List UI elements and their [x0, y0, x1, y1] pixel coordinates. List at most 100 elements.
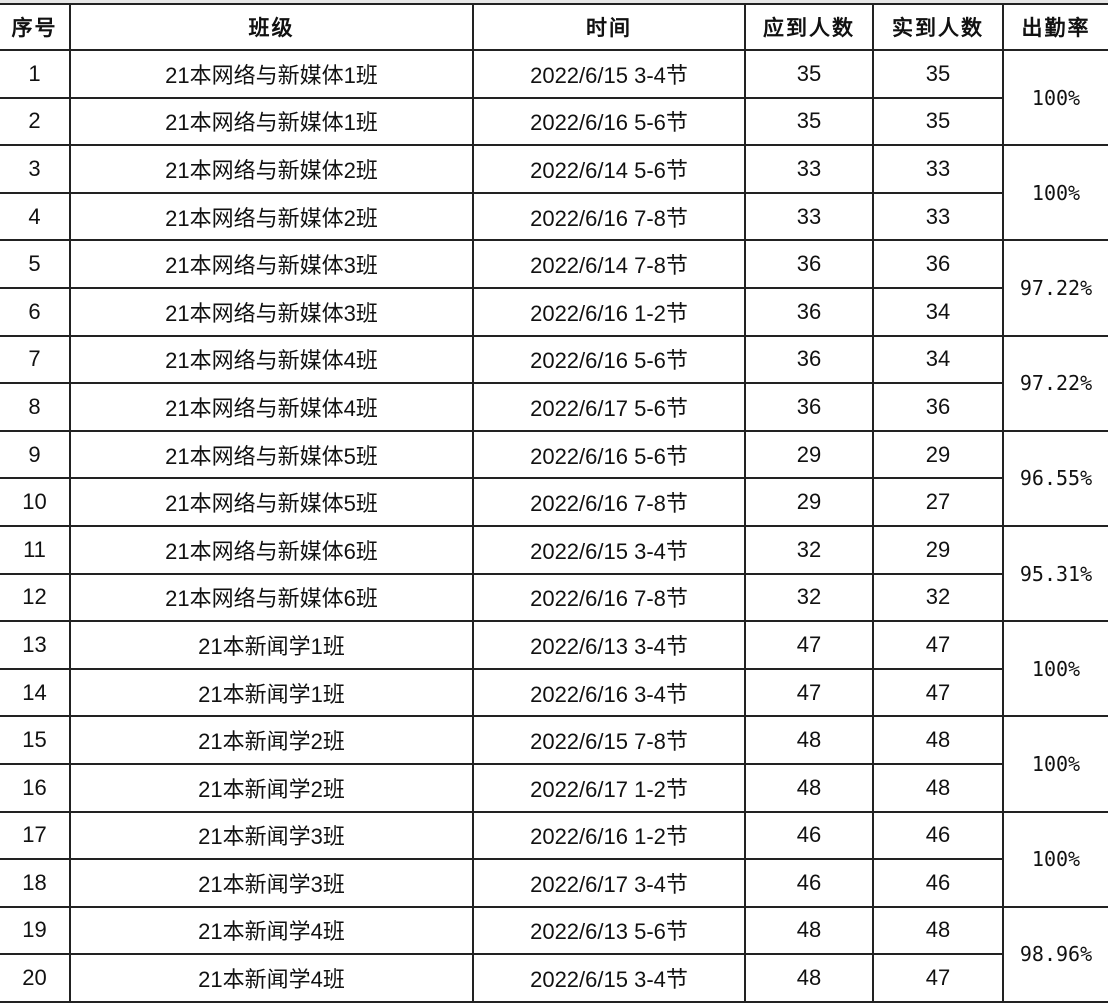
cell-time: 2022/6/13 3-4节: [472, 620, 746, 670]
cell-rate: 100%: [1002, 810, 1108, 908]
cell-time: 2022/6/17 3-4节: [472, 858, 746, 908]
cell-expected: 32: [744, 572, 874, 623]
cell-time: 2022/6/15 3-4节: [472, 524, 746, 575]
cell-rate: 100%: [1002, 48, 1108, 147]
cell-time: 2022/6/15 3-4节: [472, 953, 746, 1003]
cell-time: 2022/6/16 1-2节: [472, 286, 746, 337]
table-row: 2 21本网络与新媒体1班 2022/6/16 5-6节 35 35: [0, 96, 1108, 147]
table-row: 17 21本新闻学3班 2022/6/16 1-2节 46 46 100%: [0, 810, 1108, 908]
cell-time: 2022/6/14 5-6节: [472, 144, 746, 194]
cell-rate: 97.22%: [1002, 239, 1108, 337]
table-row: 14 21本新闻学1班 2022/6/16 3-4节 47 47: [0, 667, 1108, 718]
cell-no: 13: [0, 620, 71, 670]
cell-actual: 36: [872, 239, 1004, 289]
table-row: 20 21本新闻学4班 2022/6/15 3-4节 48 47: [0, 953, 1108, 1003]
cell-class: 21本网络与新媒体4班: [69, 334, 474, 385]
table-row: 18 21本新闻学3班 2022/6/17 3-4节 46 46: [0, 858, 1108, 908]
cell-time: 2022/6/16 1-2节: [472, 810, 746, 861]
cell-no: 17: [0, 810, 71, 861]
cell-expected: 32: [744, 524, 874, 575]
table-row: 9 21本网络与新媒体5班 2022/6/16 5-6节 29 29 96.55%: [0, 429, 1108, 527]
cell-expected: 36: [744, 286, 874, 337]
cell-expected: 35: [744, 96, 874, 147]
cell-class: 21本新闻学4班: [69, 905, 474, 956]
cell-expected: 36: [744, 239, 874, 289]
cell-no: 5: [0, 239, 71, 289]
cell-expected: 48: [744, 953, 874, 1003]
table-row: 10 21本网络与新媒体5班 2022/6/16 7-8节 29 27: [0, 477, 1108, 527]
cell-class: 21本新闻学4班: [69, 953, 474, 1003]
cell-no: 11: [0, 524, 71, 575]
cell-class: 21本新闻学1班: [69, 620, 474, 670]
cell-expected: 46: [744, 858, 874, 908]
cell-actual: 32: [872, 572, 1004, 623]
cell-time: 2022/6/14 7-8节: [472, 239, 746, 289]
cell-actual: 34: [872, 334, 1004, 385]
cell-actual: 27: [872, 477, 1004, 527]
cell-expected: 36: [744, 334, 874, 385]
cell-time: 2022/6/16 7-8节: [472, 191, 746, 242]
cell-actual: 48: [872, 905, 1004, 956]
cell-time: 2022/6/17 1-2节: [472, 762, 746, 813]
cell-no: 1: [0, 49, 71, 99]
table-row: 8 21本网络与新媒体4班 2022/6/17 5-6节 36 36: [0, 382, 1108, 432]
cell-time: 2022/6/13 5-6节: [472, 905, 746, 956]
table-row: 7 21本网络与新媒体4班 2022/6/16 5-6节 36 34 97.22%: [0, 334, 1108, 432]
table-row: 5 21本网络与新媒体3班 2022/6/14 7-8节 36 36 97.22%: [0, 239, 1108, 337]
cell-time: 2022/6/16 5-6节: [472, 429, 746, 480]
cell-rate: 100%: [1002, 144, 1108, 242]
cell-class: 21本新闻学2班: [69, 762, 474, 813]
cell-expected: 48: [744, 905, 874, 956]
cell-class: 21本网络与新媒体1班: [69, 49, 474, 99]
cell-rate: 100%: [1002, 715, 1108, 813]
cell-no: 19: [0, 905, 71, 956]
cell-class: 21本新闻学3班: [69, 858, 474, 908]
cell-rate: 96.55%: [1002, 429, 1108, 527]
cell-rate: 100%: [1002, 620, 1108, 718]
cell-class: 21本网络与新媒体6班: [69, 572, 474, 623]
cell-no: 16: [0, 762, 71, 813]
attendance-table: 序号 班级 时间 应到人数 实到人数 出勤率 1 21本网络与新媒体1班 2022/…: [0, 3, 1108, 1003]
header-rate: 出勤率: [1002, 3, 1108, 51]
cell-class: 21本新闻学1班: [69, 667, 474, 718]
cell-actual: 46: [872, 858, 1004, 908]
cell-class: 21本网络与新媒体3班: [69, 286, 474, 337]
table-row: 13 21本新闻学1班 2022/6/13 3-4节 47 47 100%: [0, 620, 1108, 718]
header-time: 时间: [472, 3, 746, 51]
cell-class: 21本新闻学3班: [69, 810, 474, 861]
table-row: 15 21本新闻学2班 2022/6/15 7-8节 48 48 100%: [0, 715, 1108, 813]
cell-rate: 95.31%: [1002, 524, 1108, 623]
cell-time: 2022/6/16 3-4节: [472, 667, 746, 718]
cell-time: 2022/6/16 7-8节: [472, 572, 746, 623]
cell-class: 21本网络与新媒体1班: [69, 96, 474, 147]
cell-rate: 98.96%: [1002, 905, 1108, 1003]
cell-expected: 33: [744, 191, 874, 242]
cell-class: 21本网络与新媒体3班: [69, 239, 474, 289]
cell-no: 8: [0, 382, 71, 432]
cell-no: 7: [0, 334, 71, 385]
cell-expected: 48: [744, 762, 874, 813]
table-row: 3 21本网络与新媒体2班 2022/6/14 5-6节 33 33 100%: [0, 144, 1108, 242]
cell-no: 10: [0, 477, 71, 527]
header-no: 序号: [0, 3, 71, 51]
cell-expected: 35: [744, 49, 874, 99]
cell-class: 21本新闻学2班: [69, 715, 474, 765]
cell-class: 21本网络与新媒体5班: [69, 477, 474, 527]
cell-actual: 36: [872, 382, 1004, 432]
cell-time: 2022/6/15 7-8节: [472, 715, 746, 765]
cell-expected: 33: [744, 144, 874, 194]
cell-time: 2022/6/16 7-8节: [472, 477, 746, 527]
cell-actual: 48: [872, 762, 1004, 813]
header-actual: 实到人数: [872, 3, 1004, 51]
cell-actual: 35: [872, 96, 1004, 147]
cell-expected: 36: [744, 382, 874, 432]
cell-no: 4: [0, 191, 71, 242]
cell-time: 2022/6/17 5-6节: [472, 382, 746, 432]
table-row: 12 21本网络与新媒体6班 2022/6/16 7-8节 32 32: [0, 572, 1108, 623]
cell-actual: 35: [872, 49, 1004, 99]
cell-actual: 29: [872, 524, 1004, 575]
cell-class: 21本网络与新媒体4班: [69, 382, 474, 432]
cell-expected: 46: [744, 810, 874, 861]
cell-expected: 29: [744, 429, 874, 480]
cell-actual: 48: [872, 715, 1004, 765]
